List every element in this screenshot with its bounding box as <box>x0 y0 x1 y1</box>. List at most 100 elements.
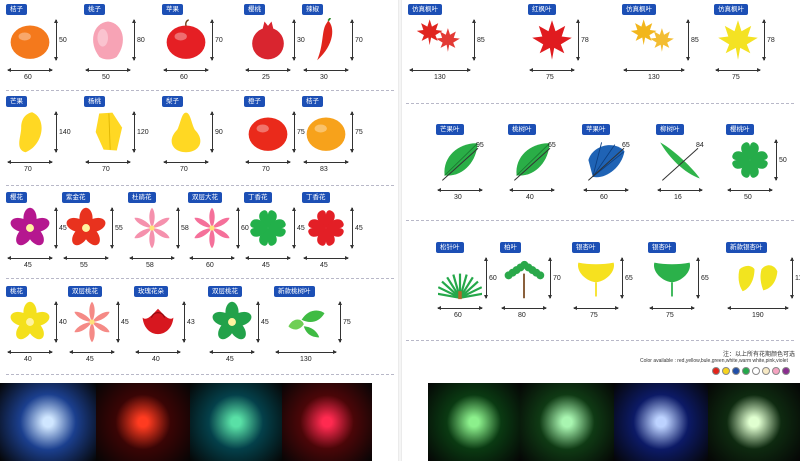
led-product-photo <box>0 383 96 461</box>
width-value: 30 <box>454 194 462 201</box>
height-value: 40 <box>59 319 67 326</box>
height-dimension-arrow <box>762 19 773 61</box>
product-shape <box>650 256 694 305</box>
product-item: 仿真枫叶 85 130 <box>408 4 485 88</box>
product-item: 银杏叶 65 75 <box>572 242 634 326</box>
width-dimension-arrow <box>209 350 255 359</box>
width-value: 75 <box>732 74 740 81</box>
height-value: 55 <box>115 225 123 232</box>
product-shape <box>136 300 180 349</box>
width-value: 50 <box>744 194 752 201</box>
product-shape <box>624 18 684 67</box>
width-dimension-arrow <box>7 160 53 169</box>
width-dimension-arrow <box>245 68 291 77</box>
product-name-tag: 丁香花 <box>302 192 330 203</box>
height-dimension-arrow <box>110 207 121 249</box>
product-shape <box>8 206 52 255</box>
width-dimension-arrow <box>409 68 471 77</box>
width-dimension-arrow <box>727 306 789 315</box>
row-divider <box>6 90 394 91</box>
product-name-tag: 芒果叶 <box>436 124 464 135</box>
product-name-tag: 樱桃叶 <box>726 124 754 135</box>
product-name-tag: 杨桃 <box>84 96 105 107</box>
product-item: 樱桃 30 25 <box>244 4 306 88</box>
product-item: 桔子 50 60 <box>6 4 68 88</box>
product-shape <box>304 206 348 255</box>
width-dimension-arrow <box>163 68 209 77</box>
width-dimension-arrow <box>163 160 209 169</box>
product-item: 桃子 80 50 <box>84 4 146 88</box>
product-shape <box>246 206 290 255</box>
height-dimension-arrow <box>484 257 495 299</box>
product-item: 松针叶 60 60 <box>435 242 498 326</box>
width-dimension-arrow <box>245 256 291 265</box>
height-dimension-arrow <box>256 301 267 343</box>
width-value: 45 <box>226 356 234 363</box>
product-name-tag: 双层大花 <box>188 192 222 203</box>
height-dimension-arrow <box>686 19 697 61</box>
height-value: 45 <box>121 319 129 326</box>
product-name-tag: 柳树叶 <box>656 124 684 135</box>
product-item: 红枫叶 78 75 <box>528 4 590 88</box>
product-name-tag: 仿真枫叶 <box>408 4 442 15</box>
height-dimension-arrow <box>620 257 631 299</box>
width-dimension-arrow <box>573 306 619 315</box>
led-product-photo <box>708 383 800 461</box>
product-shape <box>246 110 290 159</box>
height-dimension-arrow <box>54 301 65 343</box>
product-name-tag: 杜鹃花 <box>128 192 156 203</box>
height-value: 70 <box>355 37 363 44</box>
product-name-tag: 桔子 <box>302 96 323 107</box>
product-name-tag: 仿真枫叶 <box>714 4 748 15</box>
height-value: 75 <box>297 129 305 136</box>
product-item: 樱花 45 45 <box>6 192 68 272</box>
color-swatch <box>722 367 730 375</box>
product-shape <box>510 138 554 187</box>
width-value: 40 <box>526 194 534 201</box>
height-value: 78 <box>767 37 775 44</box>
color-swatch <box>772 367 780 375</box>
width-dimension-arrow <box>69 350 115 359</box>
product-item: 桔子 75 83 <box>302 96 364 186</box>
color-swatch <box>732 367 740 375</box>
product-item: 柳树叶 84 16 <box>656 124 718 214</box>
product-name-tag: 仿真枫叶 <box>622 4 656 15</box>
height-value: 78 <box>581 37 589 44</box>
product-name-tag: 苹果 <box>162 4 183 15</box>
product-item: 仿真枫叶 85 130 <box>622 4 699 88</box>
height-value: 90 <box>215 129 223 136</box>
height-value: 58 <box>181 225 189 232</box>
width-value: 70 <box>262 166 270 173</box>
width-dimension-arrow <box>303 160 349 169</box>
width-dimension-arrow <box>509 188 555 197</box>
height-value: 60 <box>241 225 249 232</box>
product-row: 桃花 40 40 双层桃花 45 45 玫瑰花朵 43 40 双层桃花 45 45 新款桃树叶 75 130 <box>0 286 400 370</box>
product-shape <box>8 18 52 67</box>
product-item: 双层大花 60 60 <box>188 192 250 272</box>
height-dimension-arrow <box>696 257 707 299</box>
height-value: 140 <box>59 129 71 136</box>
led-product-photo <box>614 383 708 461</box>
width-dimension-arrow <box>649 306 695 315</box>
product-item: 桃花 40 40 <box>6 286 68 370</box>
row-divider <box>406 220 794 221</box>
width-dimension-arrow <box>657 188 703 197</box>
product-item: 樱桃叶 50 50 <box>726 124 788 214</box>
width-dimension-arrow <box>275 350 337 359</box>
width-value: 45 <box>262 262 270 269</box>
height-value: 75 <box>355 129 363 136</box>
width-value: 25 <box>262 74 270 81</box>
product-item: 杜鹃花 58 58 <box>128 192 190 272</box>
height-dimension-arrow <box>292 19 303 61</box>
product-item: 芒果 140 70 <box>6 96 71 186</box>
product-name-tag: 苹果叶 <box>582 124 610 135</box>
color-swatch <box>712 367 720 375</box>
width-dimension-arrow <box>715 68 761 77</box>
product-shape <box>8 300 52 349</box>
height-value: 45 <box>355 225 363 232</box>
width-value: 70 <box>102 166 110 173</box>
length-value: 95 <box>476 142 484 149</box>
height-dimension-arrow <box>350 19 361 61</box>
width-dimension-arrow <box>7 350 53 359</box>
height-dimension-arrow <box>176 207 187 249</box>
